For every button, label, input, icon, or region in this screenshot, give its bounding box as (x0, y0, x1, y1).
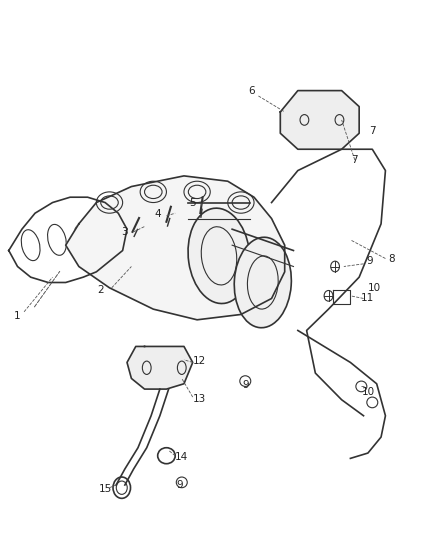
Text: 10: 10 (368, 283, 381, 293)
Text: 6: 6 (248, 86, 255, 95)
Text: 4: 4 (154, 209, 161, 219)
Text: 9: 9 (367, 256, 374, 266)
Text: 8: 8 (389, 254, 396, 263)
Text: 5: 5 (189, 198, 196, 207)
Text: 12: 12 (193, 357, 206, 366)
Ellipse shape (188, 208, 250, 303)
Text: 9: 9 (176, 480, 183, 490)
Text: 9: 9 (242, 380, 249, 390)
Text: 10: 10 (361, 387, 374, 397)
Text: 13: 13 (193, 394, 206, 403)
Text: 7: 7 (351, 155, 358, 165)
Text: 3: 3 (121, 227, 128, 237)
Text: 7: 7 (369, 126, 376, 135)
Text: 1: 1 (14, 311, 21, 320)
Text: 11: 11 (361, 294, 374, 303)
Ellipse shape (234, 237, 291, 328)
Polygon shape (280, 91, 359, 149)
Polygon shape (66, 176, 285, 320)
Text: 15: 15 (99, 484, 112, 494)
Text: 14: 14 (175, 453, 188, 462)
Polygon shape (127, 346, 193, 389)
Text: 2: 2 (97, 286, 104, 295)
